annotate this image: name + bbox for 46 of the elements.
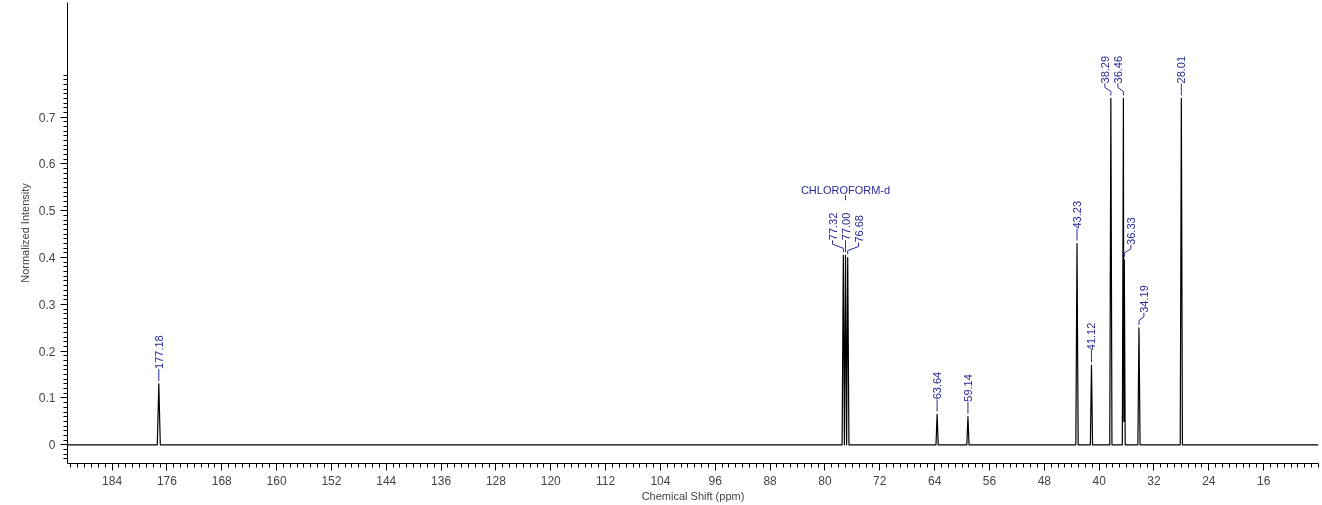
- x-tick-label: 112: [596, 473, 616, 488]
- annotation: 76.68: [852, 215, 865, 243]
- annotation: 43.23: [1071, 201, 1084, 229]
- x-tick-label: 48: [1037, 473, 1052, 488]
- x-tick-label: 16: [1256, 473, 1271, 488]
- annotation: 34.19: [1137, 285, 1150, 313]
- x-tick-label: 32: [1147, 473, 1161, 488]
- y-tick-label: 0.6: [38, 157, 56, 172]
- x-tick-label: 136: [431, 473, 452, 488]
- x-tick-label: 64: [927, 473, 942, 488]
- annotation: 77.00: [839, 212, 852, 241]
- x-axis-title: Chemical Shift (ppm): [641, 489, 745, 502]
- x-tick-label: 144: [376, 473, 397, 488]
- x-tick-label: 168: [211, 473, 233, 488]
- y-tick-label: 0.7: [38, 110, 56, 125]
- y-tick-label: 0.4: [38, 251, 56, 266]
- y-tick-label: 0.3: [38, 297, 56, 312]
- annotation: 177.18: [152, 335, 165, 369]
- y-tick-label: 0: [48, 438, 56, 453]
- x-tick-label: 184: [102, 473, 123, 488]
- x-tick-label: 128: [485, 473, 507, 488]
- annotation: 28.01: [1175, 55, 1188, 84]
- x-tick-label: 56: [982, 473, 997, 488]
- x-tick-label: 176: [156, 473, 178, 488]
- x-tick-label: 24: [1202, 473, 1216, 488]
- annotation: 36.33: [1124, 217, 1137, 245]
- y-axis-title: Normalized Intensity: [18, 182, 31, 283]
- y-tick-label: 0.5: [38, 204, 56, 219]
- x-tick-label: 160: [266, 473, 287, 488]
- x-tick-label: 80: [818, 473, 832, 488]
- annotation: 63.64: [931, 371, 944, 400]
- x-tick-label: 40: [1092, 473, 1107, 488]
- annotation: 36.46: [1111, 55, 1124, 84]
- x-tick-label: 88: [763, 473, 778, 488]
- annotation: 41.12: [1085, 322, 1098, 351]
- x-tick-label: 152: [321, 473, 342, 488]
- x-tick-label: 120: [540, 473, 562, 488]
- x-tick-label: 72: [873, 473, 887, 488]
- x-tick-label: 104: [650, 473, 671, 488]
- y-tick-label: 0.1: [38, 391, 56, 406]
- x-tick-label: 96: [708, 473, 723, 488]
- y-tick-label: 0.2: [38, 344, 56, 359]
- annotation: 77.32: [826, 212, 839, 241]
- annotation: 59.14: [961, 374, 974, 402]
- annotation: CHLOROFORM-d: [800, 184, 891, 197]
- annotation: 38.29: [1098, 55, 1111, 84]
